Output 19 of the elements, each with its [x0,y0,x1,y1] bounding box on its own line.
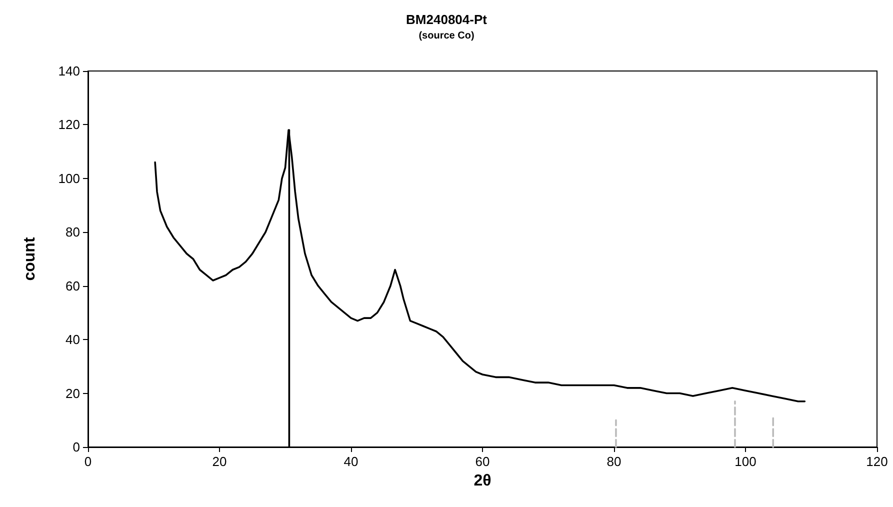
y-tick-label: 40 [66,332,80,348]
x-tick-label: 80 [606,454,622,469]
chart-title: BM240804-Pt [406,12,488,27]
y-tick-label: 100 [58,170,80,186]
x-axis-title: 2θ [474,472,492,490]
y-tick-label: 0 [72,440,80,454]
x-tick-label: 60 [475,454,490,469]
x-tick-label: 120 [866,454,888,469]
y-tick-label: 140 [58,64,80,78]
y-tick-label: 20 [66,386,80,401]
y-tick-label: 120 [58,117,80,132]
y-tick-label: 80 [66,224,80,240]
chart-subtitle: (source Co) [418,30,474,42]
x-tick-label: 20 [212,454,227,469]
x-tick-label: 100 [734,454,756,469]
x-tick-label: 40 [344,454,358,469]
y-tick-label: 60 [66,278,80,294]
y-axis-title: count [22,236,38,281]
x-tick-label: 0 [84,454,92,469]
